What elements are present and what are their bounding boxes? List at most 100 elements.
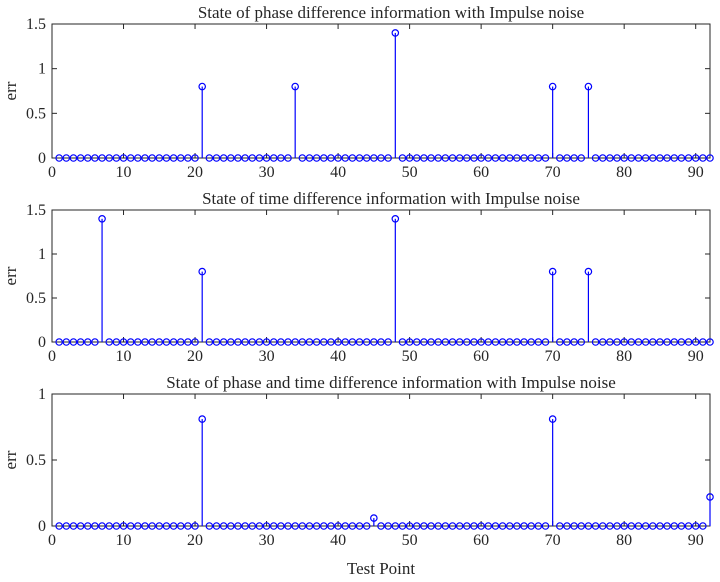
y-tick-label: 1 (38, 61, 46, 78)
stem-marker (463, 338, 471, 346)
stem-marker (455, 522, 464, 530)
stem-marker (341, 338, 350, 346)
stem-marker (484, 338, 493, 346)
stem-marker-nonzero (198, 82, 206, 91)
stem-marker (298, 522, 307, 530)
stem-marker (205, 154, 214, 162)
stem-marker (176, 522, 185, 530)
stem-marker (348, 338, 357, 346)
stem-marker (641, 154, 650, 162)
stem-marker (69, 154, 78, 162)
stem-marker (141, 154, 149, 162)
stem-marker (556, 154, 564, 162)
stem-marker (126, 154, 135, 162)
stem-marker (248, 154, 257, 162)
stem-marker (312, 154, 321, 162)
stem-marker (699, 338, 707, 346)
stem-marker (155, 154, 164, 162)
stem-marker (162, 154, 171, 162)
stem-marker (298, 338, 307, 346)
stem-marker-nonzero (370, 514, 378, 522)
stem-marker (584, 522, 593, 530)
stem-marker (570, 338, 578, 346)
stem-marker (455, 338, 464, 346)
y-tick-label: 0 (38, 150, 46, 167)
subplot-title: State of phase and time difference infor… (166, 373, 616, 392)
y-tick-label: 0.5 (26, 452, 46, 469)
stem-marker (148, 338, 156, 346)
stem-marker (656, 154, 664, 162)
stem-marker (305, 154, 314, 162)
stem-marker (606, 338, 614, 346)
stem-marker (105, 338, 114, 346)
stem-marker (677, 338, 686, 346)
stem-marker (134, 338, 142, 346)
stem-marker (212, 522, 221, 530)
x-tick-label: 60 (473, 164, 489, 181)
x-tick-label: 40 (330, 348, 346, 365)
stem-marker (255, 338, 264, 346)
stem-marker (176, 154, 185, 162)
stem-marker (384, 338, 392, 346)
stem-marker (606, 154, 614, 162)
stem-marker (598, 522, 607, 530)
stem-marker (384, 522, 392, 530)
stem-marker (241, 154, 249, 162)
x-tick-label: 0 (48, 348, 56, 365)
stem-marker (162, 522, 171, 530)
stem-marker (319, 154, 328, 162)
subplot-title: State of time difference information wit… (202, 189, 580, 208)
stem-marker (83, 154, 92, 162)
stem-marker (563, 338, 571, 346)
axes-box (51, 393, 711, 527)
stem-marker (262, 338, 271, 346)
stem-marker (134, 522, 142, 530)
x-tick-label: 40 (330, 532, 346, 549)
stem-marker (119, 338, 128, 346)
stem-marker (691, 338, 700, 346)
stem-marker (534, 154, 543, 162)
stem-marker (298, 154, 307, 162)
y-tick-label: 1 (38, 386, 46, 403)
stem-marker (706, 154, 714, 162)
stem-marker (505, 522, 514, 530)
stem-marker (126, 338, 135, 346)
stem-marker (377, 338, 385, 346)
stem-marker (556, 338, 564, 346)
stem-marker (470, 154, 478, 162)
stem-marker (155, 338, 164, 346)
x-tick-label: 50 (402, 348, 418, 365)
stem-marker (420, 154, 428, 162)
stem-marker (498, 522, 507, 530)
stem-marker (520, 522, 528, 530)
stem-marker (627, 154, 636, 162)
stem-marker (312, 338, 321, 346)
stem-marker (498, 154, 507, 162)
y-tick-label: 1 (38, 246, 46, 263)
stem-marker (577, 522, 586, 530)
stem-marker-nonzero (584, 267, 593, 276)
stem-marker-nonzero (548, 415, 557, 423)
stem-marker (613, 154, 621, 162)
stem-marker (191, 338, 199, 346)
stem-marker (606, 522, 614, 530)
stem-marker (284, 522, 292, 530)
stem-marker (62, 522, 71, 530)
stem-marker (613, 338, 621, 346)
stem-marker (341, 522, 350, 530)
stem-marker (691, 154, 700, 162)
stem-marker (277, 522, 285, 530)
stem-marker (627, 338, 636, 346)
stem-marker (577, 154, 586, 162)
stem-marker (277, 338, 285, 346)
stem-marker (184, 522, 192, 530)
stem-marker (648, 522, 657, 530)
stem-marker (176, 338, 185, 346)
stem-marker (663, 522, 671, 530)
stem-marker (441, 154, 450, 162)
stem-marker (327, 154, 335, 162)
y-axis-label: err (1, 266, 20, 285)
stem-marker (648, 154, 657, 162)
stem-marker (477, 154, 485, 162)
